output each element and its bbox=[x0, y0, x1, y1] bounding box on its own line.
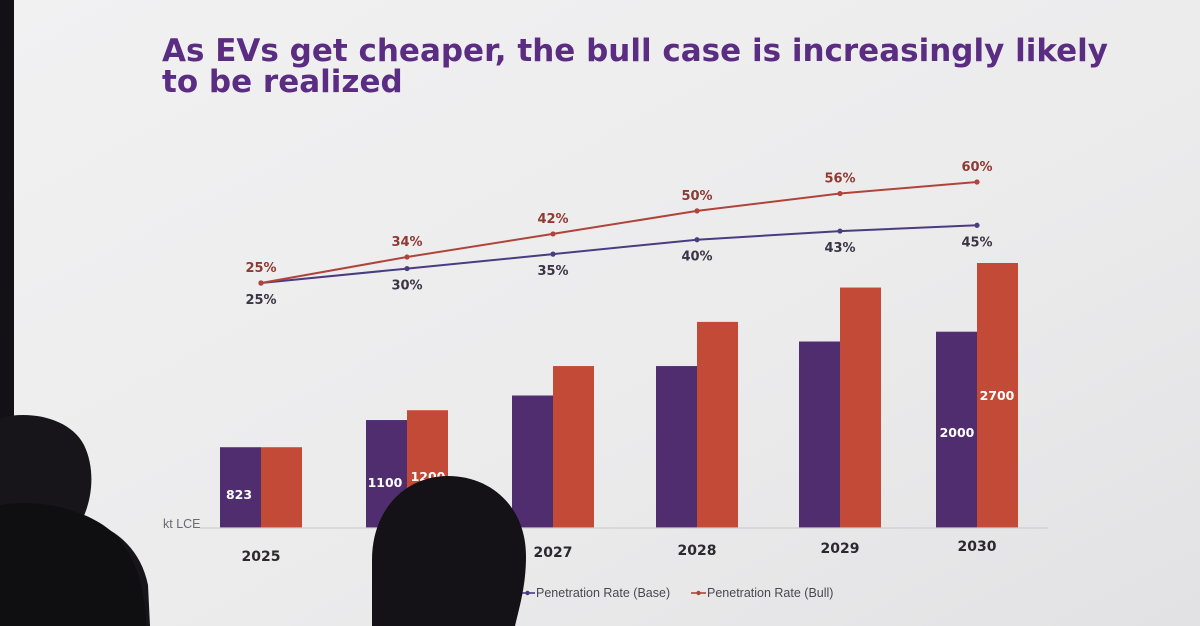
label-penetration-base-2027: 35% bbox=[537, 264, 568, 279]
bar-base-2030 bbox=[936, 331, 977, 528]
legend: Penetration Rate (Base) Penetration Rate … bbox=[520, 586, 833, 600]
label-penetration-bull-2025: 25% bbox=[245, 261, 276, 276]
label-penetration-base-2026: 30% bbox=[391, 279, 422, 294]
label-penetration-base-2025: 25% bbox=[245, 293, 276, 308]
point-penetration-base-2027 bbox=[550, 251, 556, 257]
label-penetration-bull-2026: 34% bbox=[391, 235, 422, 250]
bar-label-bull-2030: 2700 bbox=[980, 388, 1015, 403]
unit-label: kt LCE bbox=[163, 517, 201, 531]
point-penetration-base-2028 bbox=[694, 237, 700, 243]
category-label-2027: 2027 bbox=[534, 545, 573, 561]
bar-bull-2027 bbox=[553, 366, 594, 528]
point-penetration-bull-2028 bbox=[694, 208, 700, 214]
audience-silhouettes bbox=[0, 415, 526, 626]
slide-title-line-1: As EVs get cheaper, the bull case is inc… bbox=[162, 33, 1108, 69]
bar-bull-2025 bbox=[261, 447, 302, 528]
label-penetration-base-2028: 40% bbox=[681, 250, 712, 265]
bar-label-base-2025: 823 bbox=[226, 487, 252, 502]
audience-head-left-shadow bbox=[0, 503, 146, 626]
category-label-2030: 2030 bbox=[958, 539, 997, 555]
point-penetration-bull-2029 bbox=[837, 190, 843, 197]
label-penetration-bull-2028: 50% bbox=[681, 189, 712, 204]
point-penetration-bull-2030 bbox=[974, 179, 980, 185]
point-penetration-bull-2025 bbox=[258, 280, 264, 286]
bar-base-2029 bbox=[799, 341, 840, 528]
bar-bull-2029 bbox=[840, 287, 881, 528]
point-penetration-base-2029 bbox=[837, 228, 843, 234]
category-label-2028: 2028 bbox=[678, 543, 717, 559]
bar-base-2027 bbox=[512, 395, 553, 528]
label-penetration-base-2030: 45% bbox=[961, 235, 992, 250]
category-label-2029: 2029 bbox=[821, 541, 860, 557]
label-penetration-bull-2027: 42% bbox=[537, 212, 568, 227]
bar-label-base-2026: 1100 bbox=[368, 475, 403, 490]
legend-label-bull: Penetration Rate (Bull) bbox=[707, 586, 833, 600]
bar-bull-2028 bbox=[697, 321, 738, 528]
label-penetration-bull-2029: 56% bbox=[824, 172, 855, 187]
legend-marker-bull bbox=[696, 590, 701, 596]
line-penetration-base bbox=[260, 224, 978, 284]
label-penetration-base-2029: 43% bbox=[824, 241, 855, 256]
bar-base-2028 bbox=[656, 366, 697, 528]
bar-bull-2030 bbox=[977, 263, 1018, 528]
slide-title-line-2: to be realized bbox=[162, 64, 403, 100]
bar-label-base-2030: 2000 bbox=[940, 425, 975, 440]
legend-marker-base bbox=[525, 590, 530, 596]
point-penetration-bull-2026 bbox=[404, 254, 410, 260]
bar-base-2025 bbox=[220, 447, 261, 528]
line-series-group: 25% 30% 35% 40% 43% 45% 25% 34% 42% 50% 56% 60% bbox=[245, 160, 992, 308]
point-penetration-base-2030 bbox=[974, 222, 980, 228]
point-penetration-bull-2027 bbox=[550, 231, 556, 237]
line-penetration-bull bbox=[260, 181, 978, 284]
legend-label-base: Penetration Rate (Base) bbox=[536, 586, 670, 600]
label-penetration-bull-2030: 60% bbox=[961, 160, 992, 175]
category-label-2025: 2025 bbox=[242, 549, 281, 565]
point-penetration-base-2026 bbox=[404, 265, 410, 272]
audience-head-center bbox=[372, 476, 526, 626]
